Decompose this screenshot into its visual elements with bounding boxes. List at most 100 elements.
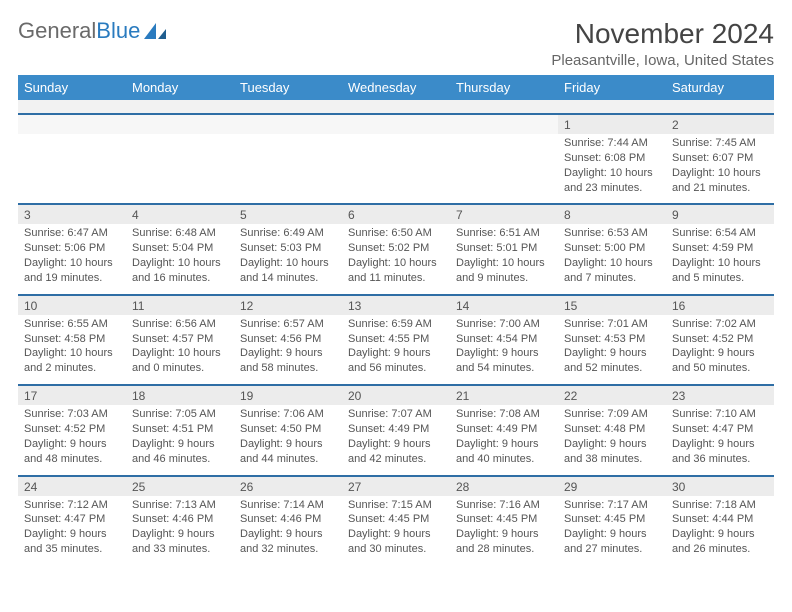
sunrise-line: Sunrise: 6:59 AM [348, 317, 444, 332]
date-number-cell: 21 [450, 385, 558, 405]
date-number-cell: 26 [234, 476, 342, 496]
date-content-cell: Sunrise: 6:50 AMSunset: 5:02 PMDaylight:… [342, 224, 450, 294]
date-number-cell: 13 [342, 295, 450, 315]
date-content-cell: Sunrise: 7:14 AMSunset: 4:46 PMDaylight:… [234, 496, 342, 565]
date-number-cell: 15 [558, 295, 666, 315]
dow-header: Wednesday [342, 75, 450, 100]
date-content-cell: Sunrise: 6:49 AMSunset: 5:03 PMDaylight:… [234, 224, 342, 294]
logo-text-blue: Blue [96, 18, 140, 44]
date-content-cell: Sunrise: 7:13 AMSunset: 4:46 PMDaylight:… [126, 496, 234, 565]
daylight-line: Daylight: 10 hours and 14 minutes. [240, 256, 336, 286]
sunrise-line: Sunrise: 7:01 AM [564, 317, 660, 332]
sunset-line: Sunset: 6:07 PM [672, 151, 768, 166]
date-content-cell: Sunrise: 7:44 AMSunset: 6:08 PMDaylight:… [558, 134, 666, 204]
sunset-line: Sunset: 4:52 PM [24, 422, 120, 437]
sunset-line: Sunset: 4:56 PM [240, 332, 336, 347]
sunset-line: Sunset: 4:52 PM [672, 332, 768, 347]
date-content-row: Sunrise: 6:47 AMSunset: 5:06 PM Daylight:… [18, 224, 774, 294]
sunset-line: Sunset: 4:59 PM [672, 241, 768, 256]
date-content-cell: Sunrise: 7:16 AMSunset: 4:45 PMDaylight:… [450, 496, 558, 565]
daylight-line: Daylight: 10 hours and 16 minutes. [132, 256, 228, 286]
sunset-line: Sunset: 4:46 PM [132, 512, 228, 527]
sunset-line: Sunset: 4:50 PM [240, 422, 336, 437]
sunrise-line: Sunrise: 7:17 AM [564, 498, 660, 513]
date-content-cell [126, 134, 234, 204]
date-content-cell: Sunrise: 7:03 AMSunset: 4:52 PMDaylight:… [18, 405, 126, 475]
daylight-line: Daylight: 10 hours and 21 minutes. [672, 166, 768, 196]
dow-header: Monday [126, 75, 234, 100]
date-number-cell: 2 [666, 114, 774, 134]
sunrise-line: Sunrise: 7:18 AM [672, 498, 768, 513]
date-number-cell: 12 [234, 295, 342, 315]
sunrise-line: Sunrise: 7:14 AM [240, 498, 336, 513]
daylight-line: Daylight: 9 hours and 54 minutes. [456, 346, 552, 376]
date-content-cell: Sunrise: 6:47 AMSunset: 5:06 PMDaylight:… [18, 224, 126, 294]
daylight-line: Daylight: 9 hours and 26 minutes. [672, 527, 768, 557]
sunset-line: Sunset: 5:06 PM [24, 241, 120, 256]
sunset-line: Sunset: 5:03 PM [240, 241, 336, 256]
sunset-line: Sunset: 4:44 PM [672, 512, 768, 527]
date-content-cell: Sunrise: 6:55 AMSunset: 4:58 PMDaylight:… [18, 315, 126, 385]
date-number-cell: 18 [126, 385, 234, 405]
daylight-line: Daylight: 9 hours and 58 minutes. [240, 346, 336, 376]
header: GeneralBlue November 2024 Pleasantville,… [18, 18, 774, 69]
sunrise-line: Sunrise: 7:03 AM [24, 407, 120, 422]
date-number-cell [342, 114, 450, 134]
date-number-row: 3456789 [18, 204, 774, 224]
daylight-line: Daylight: 10 hours and 5 minutes. [672, 256, 768, 286]
daylight-line: Daylight: 9 hours and 30 minutes. [348, 527, 444, 557]
date-number-cell: 23 [666, 385, 774, 405]
sunrise-line: Sunrise: 7:12 AM [24, 498, 120, 513]
daylight-line: Daylight: 10 hours and 23 minutes. [564, 166, 660, 196]
date-content-row: Sunrise: 7:03 AMSunset: 4:52 PM Daylight:… [18, 405, 774, 475]
daylight-line: Daylight: 9 hours and 50 minutes. [672, 346, 768, 376]
date-number-cell: 3 [18, 204, 126, 224]
sunrise-line: Sunrise: 7:16 AM [456, 498, 552, 513]
date-number-cell: 10 [18, 295, 126, 315]
date-number-cell: 8 [558, 204, 666, 224]
sunset-line: Sunset: 4:49 PM [456, 422, 552, 437]
date-number-cell: 20 [342, 385, 450, 405]
sunrise-line: Sunrise: 6:48 AM [132, 226, 228, 241]
date-content-cell: Sunrise: 7:45 AMSunset: 6:07 PMDaylight:… [666, 134, 774, 204]
sunset-line: Sunset: 4:49 PM [348, 422, 444, 437]
daylight-line: Daylight: 9 hours and 38 minutes. [564, 437, 660, 467]
daylight-line: Daylight: 10 hours and 9 minutes. [456, 256, 552, 286]
sunset-line: Sunset: 4:51 PM [132, 422, 228, 437]
dow-header: Saturday [666, 75, 774, 100]
date-number-cell: 19 [234, 385, 342, 405]
date-content-cell: Sunrise: 6:53 AMSunset: 5:00 PMDaylight:… [558, 224, 666, 294]
daylight-line: Daylight: 10 hours and 11 minutes. [348, 256, 444, 286]
sunrise-line: Sunrise: 6:54 AM [672, 226, 768, 241]
date-content-cell: Sunrise: 7:06 AMSunset: 4:50 PMDaylight:… [234, 405, 342, 475]
date-number-cell: 9 [666, 204, 774, 224]
sunset-line: Sunset: 5:01 PM [456, 241, 552, 256]
daylight-line: Daylight: 9 hours and 28 minutes. [456, 527, 552, 557]
date-content-cell: Sunrise: 7:12 AMSunset: 4:47 PMDaylight:… [18, 496, 126, 565]
daylight-line: Daylight: 9 hours and 46 minutes. [132, 437, 228, 467]
dow-header: Sunday [18, 75, 126, 100]
date-number-cell: 28 [450, 476, 558, 496]
date-content-cell: Sunrise: 7:07 AMSunset: 4:49 PMDaylight:… [342, 405, 450, 475]
sunrise-line: Sunrise: 6:47 AM [24, 226, 120, 241]
date-content-cell [234, 134, 342, 204]
date-number-cell: 6 [342, 204, 450, 224]
daylight-line: Daylight: 9 hours and 42 minutes. [348, 437, 444, 467]
date-number-cell: 1 [558, 114, 666, 134]
sunset-line: Sunset: 4:46 PM [240, 512, 336, 527]
sunrise-line: Sunrise: 7:00 AM [456, 317, 552, 332]
daylight-line: Daylight: 9 hours and 33 minutes. [132, 527, 228, 557]
sunrise-line: Sunrise: 6:53 AM [564, 226, 660, 241]
sunset-line: Sunset: 4:58 PM [24, 332, 120, 347]
day-of-week-row: SundayMondayTuesdayWednesdayThursdayFrid… [18, 75, 774, 100]
date-number-cell: 11 [126, 295, 234, 315]
date-content-cell: Sunrise: 7:17 AMSunset: 4:45 PMDaylight:… [558, 496, 666, 565]
sunset-line: Sunset: 4:48 PM [564, 422, 660, 437]
date-content-row: Sunrise: 7:44 AMSunset: 6:08 PMDaylight:… [18, 134, 774, 204]
date-number-cell: 25 [126, 476, 234, 496]
sunset-line: Sunset: 5:04 PM [132, 241, 228, 256]
sunset-line: Sunset: 5:02 PM [348, 241, 444, 256]
daylight-line: Daylight: 9 hours and 56 minutes. [348, 346, 444, 376]
sunrise-line: Sunrise: 7:44 AM [564, 136, 660, 151]
daylight-line: Daylight: 9 hours and 32 minutes. [240, 527, 336, 557]
